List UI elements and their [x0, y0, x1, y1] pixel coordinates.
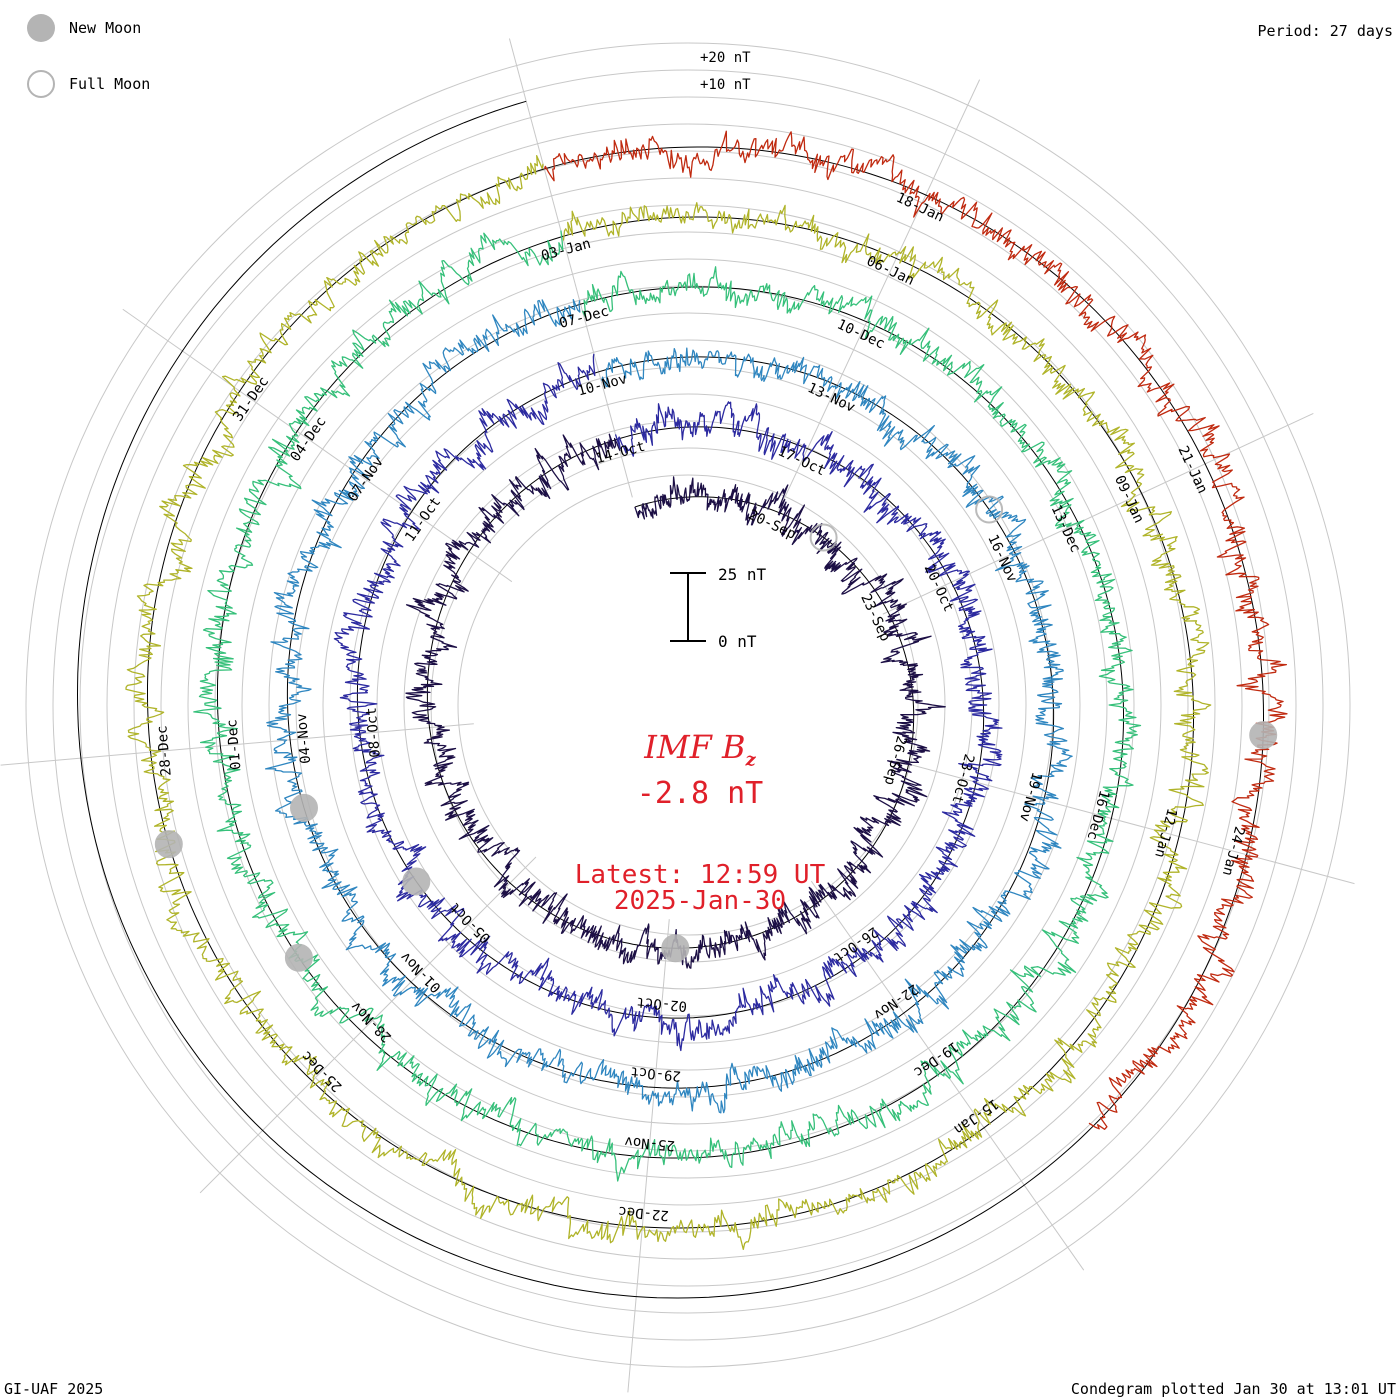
grid-ring [187, 204, 1189, 1206]
grid-spoke [627, 919, 670, 1393]
tick-label: 13-Nov [805, 380, 858, 416]
new-moon-icon [27, 14, 55, 42]
chart-title-sub: z [745, 749, 756, 771]
legend-new-moon: New Moon [27, 14, 141, 42]
grid-ring [241, 258, 1135, 1152]
grid-spoke [895, 760, 1355, 885]
scale-bottom-label: 0 nT [718, 632, 757, 651]
bz-trace-rotation-3 [264, 299, 1073, 1114]
full-moon-label: Full Moon [69, 75, 151, 93]
bz-trace-rotation-6 [543, 130, 1288, 1130]
scale-bar: 25 nT 0 nT [670, 565, 767, 651]
tick-label: 18-Jan [894, 190, 947, 226]
grid-spokes [0, 38, 1355, 1393]
latest-date: 2025-Jan-30 [613, 886, 787, 916]
grid-ring [295, 312, 1081, 1098]
grid-ring [268, 285, 1108, 1125]
tick-label: 10-Dec [834, 317, 887, 353]
tick-label: 06-Jan [864, 253, 917, 289]
tick-label: 01-Dec [224, 719, 244, 771]
ring-label-10: +10 nT [700, 77, 751, 93]
scale-top-label: 25 nT [718, 565, 767, 584]
tick-label: 31-Dec [230, 374, 272, 425]
tick-label: 22-Dec [618, 1203, 670, 1223]
new-moon-marker [284, 943, 313, 972]
tick-label: 23-Sep [857, 591, 893, 644]
new-moon-marker [1249, 721, 1278, 750]
tick-label: 08-Oct [364, 707, 384, 759]
tick-label: 29-Oct [630, 1063, 682, 1083]
grid-spoke [508, 38, 633, 498]
grid-spoke [810, 880, 1085, 1271]
moon-markers [154, 495, 1278, 972]
grid-spoke [778, 79, 981, 511]
tick-label: 02-Oct [636, 994, 688, 1014]
full-moon-icon [27, 70, 55, 98]
data-traces [76, 100, 1288, 1299]
chart-title-main: IMF B [644, 728, 746, 766]
grid-ring [160, 177, 1216, 1233]
new-moon-label: New Moon [69, 19, 142, 37]
legend-full-moon: Full Moon [27, 70, 150, 98]
grid-spoke [122, 308, 513, 583]
new-moon-marker [661, 934, 690, 963]
grid-spoke [0, 723, 474, 766]
grid-ring [25, 42, 1351, 1368]
current-value: -2.8 nT [636, 776, 764, 811]
grid-ring [133, 150, 1243, 1260]
grid-ring [457, 474, 919, 936]
tick-label: 16-Nov [984, 532, 1020, 585]
tick-label: 14-Oct [594, 439, 647, 468]
new-moon-marker [290, 793, 318, 822]
ring-label-20: +20 nT [700, 50, 751, 66]
grid-ring [403, 420, 973, 990]
credit-label: GI-UAF 2025 [4, 1380, 104, 1398]
grid-ring [52, 69, 1324, 1341]
tick-label: 28-Dec [154, 725, 174, 777]
new-moon-marker [402, 867, 431, 896]
zero-baseline-rotation-2 [356, 371, 985, 1019]
new-moon-marker [154, 830, 183, 859]
bz-trace-rotation-1 [405, 433, 946, 969]
bz-trace-rotation-2 [333, 353, 1003, 1052]
tick-label: 09-Jan [1111, 473, 1147, 526]
full-moon-marker [975, 495, 1004, 524]
tick-label: 26-Oct [830, 923, 881, 965]
tick-label: 20-Oct [921, 562, 957, 615]
grid-ring [79, 96, 1297, 1314]
bz-trace-rotation-5 [125, 155, 1212, 1251]
zero-baseline-rotation-1 [426, 438, 915, 949]
tick-label: 20-Sep [746, 507, 799, 543]
bz-trace-rotation-4 [193, 230, 1142, 1182]
tick-label: 25-Nov [624, 1133, 676, 1153]
grid-ring [106, 123, 1270, 1287]
tick-label: 04-Nov [294, 713, 314, 765]
chart-title: IMF Bz [0, 728, 1400, 770]
latest-time: Latest: 12:59 UT [574, 860, 826, 890]
ring-scale-labels: +20 nT +10 nT [700, 50, 751, 93]
tick-label: 10-Nov [576, 371, 629, 400]
period-label: Period: 27 days [1257, 22, 1393, 40]
grid-ring [349, 366, 1027, 1044]
plotted-label: Condegram plotted Jan 30 at 13:01 UT [1070, 1380, 1396, 1398]
grid-ring [214, 231, 1162, 1179]
grid-spoke [199, 856, 537, 1194]
full-moon-marker [809, 523, 838, 552]
grid-spoke [882, 412, 1314, 615]
